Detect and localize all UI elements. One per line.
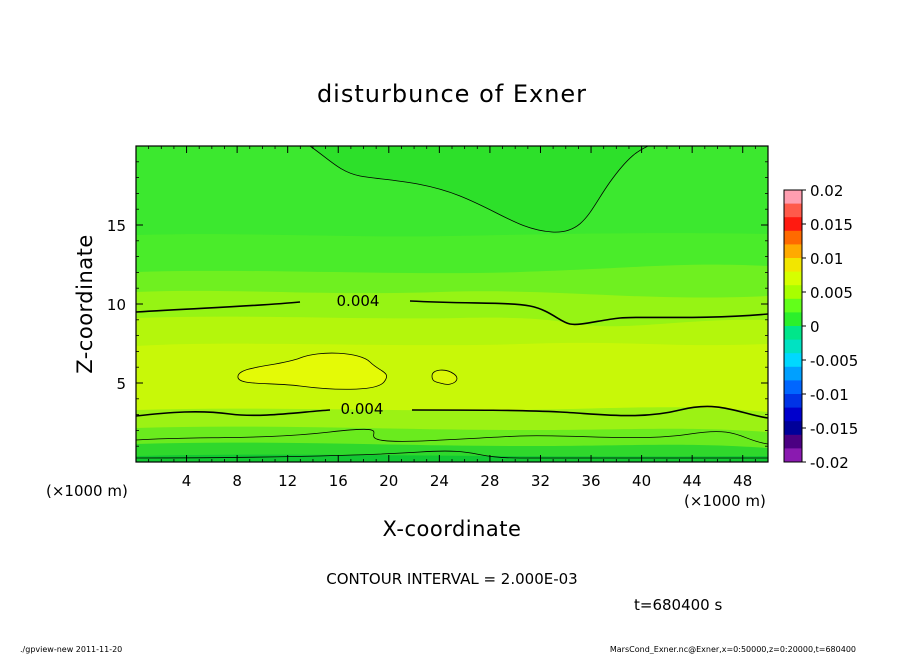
x-tick-label: 44 <box>683 472 702 490</box>
contour-0004-lower <box>136 405 768 419</box>
colorbar-swatch <box>784 421 802 436</box>
colorbar-swatch <box>784 258 802 272</box>
x-tick-label: 32 <box>531 472 550 490</box>
colorbar-tick-label: 0.01 <box>810 250 843 268</box>
x-tick-label: 20 <box>379 472 398 490</box>
colorbar-swatch <box>784 298 802 313</box>
colorbar-swatch <box>784 326 802 340</box>
colorbar-tick-label: 0 <box>810 318 820 336</box>
x-tick-label: 4 <box>182 472 192 490</box>
footer-right: MarsCond_Exner.nc@Exner,x=0:50000,z=0:20… <box>610 645 856 654</box>
colorbar-swatch <box>784 380 802 395</box>
x-axis: 4 8 12 16 20 24 28 32 36 40 44 48 <box>148 146 756 490</box>
x-unit-left: (×1000 m) <box>46 482 128 500</box>
x-tick-label: 12 <box>278 472 297 490</box>
colorbar-swatch <box>784 407 802 422</box>
colorbar-tick-label: 0.02 <box>810 182 843 200</box>
colorbar-swatch <box>784 271 802 286</box>
colorbar-swatch <box>784 434 802 449</box>
x-tick-label: 40 <box>632 472 651 490</box>
contour-max-right <box>431 369 458 385</box>
contour-label-lower: 0.004 <box>341 400 384 418</box>
contour-interval: CONTOUR INTERVAL = 2.000E-03 <box>326 570 577 588</box>
colorbar-swatch <box>784 230 802 245</box>
colorbar-swatch <box>784 394 802 408</box>
time-label: t=680400 s <box>634 596 722 614</box>
colorbar-swatch <box>784 190 802 204</box>
footer-left: ./gpview-new 2011-11-20 <box>20 645 122 654</box>
colorbar-tick-label: 0.005 <box>810 284 853 302</box>
contour-lower-2 <box>136 428 768 445</box>
contour-lower-3 <box>136 450 768 459</box>
colorbar-swatch <box>784 285 802 300</box>
x-tick-label: 24 <box>430 472 449 490</box>
y-tick-label: 15 <box>107 217 126 235</box>
x-tick-label: 28 <box>480 472 499 490</box>
colorbar-tick-label: -0.01 <box>810 386 849 404</box>
x-tick-label: 8 <box>232 472 242 490</box>
contour-0004-upper <box>136 300 768 326</box>
heatmap-field <box>136 146 768 462</box>
contour-label-upper: 0.004 <box>337 292 380 310</box>
colorbar-swatch <box>784 448 802 463</box>
colorbar-tick-label: -0.02 <box>810 454 849 472</box>
x-tick-label: 36 <box>581 472 600 490</box>
colorbar-tick-label: 0.015 <box>810 216 853 234</box>
colorbar-swatch <box>784 339 802 354</box>
y-axis: 5 10 15 <box>107 161 768 447</box>
colorbar-swatch <box>784 366 802 381</box>
x-tick-label: 16 <box>329 472 348 490</box>
y-axis-label: Z-coordinate <box>73 234 97 374</box>
colorbar-swatch <box>784 217 802 232</box>
colorbar-swatch <box>784 312 802 327</box>
y-tick-label: 10 <box>107 296 126 314</box>
contour-upper-lobe <box>309 146 649 233</box>
colorbar-tick-label: -0.015 <box>810 420 858 438</box>
x-unit-right: (×1000 m) <box>684 492 766 510</box>
colorbar-tick-label: -0.005 <box>810 352 858 370</box>
y-tick-label: 5 <box>116 375 126 393</box>
chart-title: disturbunce of Exner <box>317 80 587 108</box>
colorbar-swatch <box>784 203 802 218</box>
x-tick-label: 48 <box>733 472 752 490</box>
colorbar-swatch <box>784 353 802 368</box>
contour-max-left <box>237 352 387 390</box>
colorbar-swatch <box>784 244 802 259</box>
x-axis-label: X-coordinate <box>383 517 522 541</box>
colorbar: 0.02 0.015 0.01 0.005 0 -0.005 -0.01 -0.015 -0.0… <box>783 182 858 472</box>
